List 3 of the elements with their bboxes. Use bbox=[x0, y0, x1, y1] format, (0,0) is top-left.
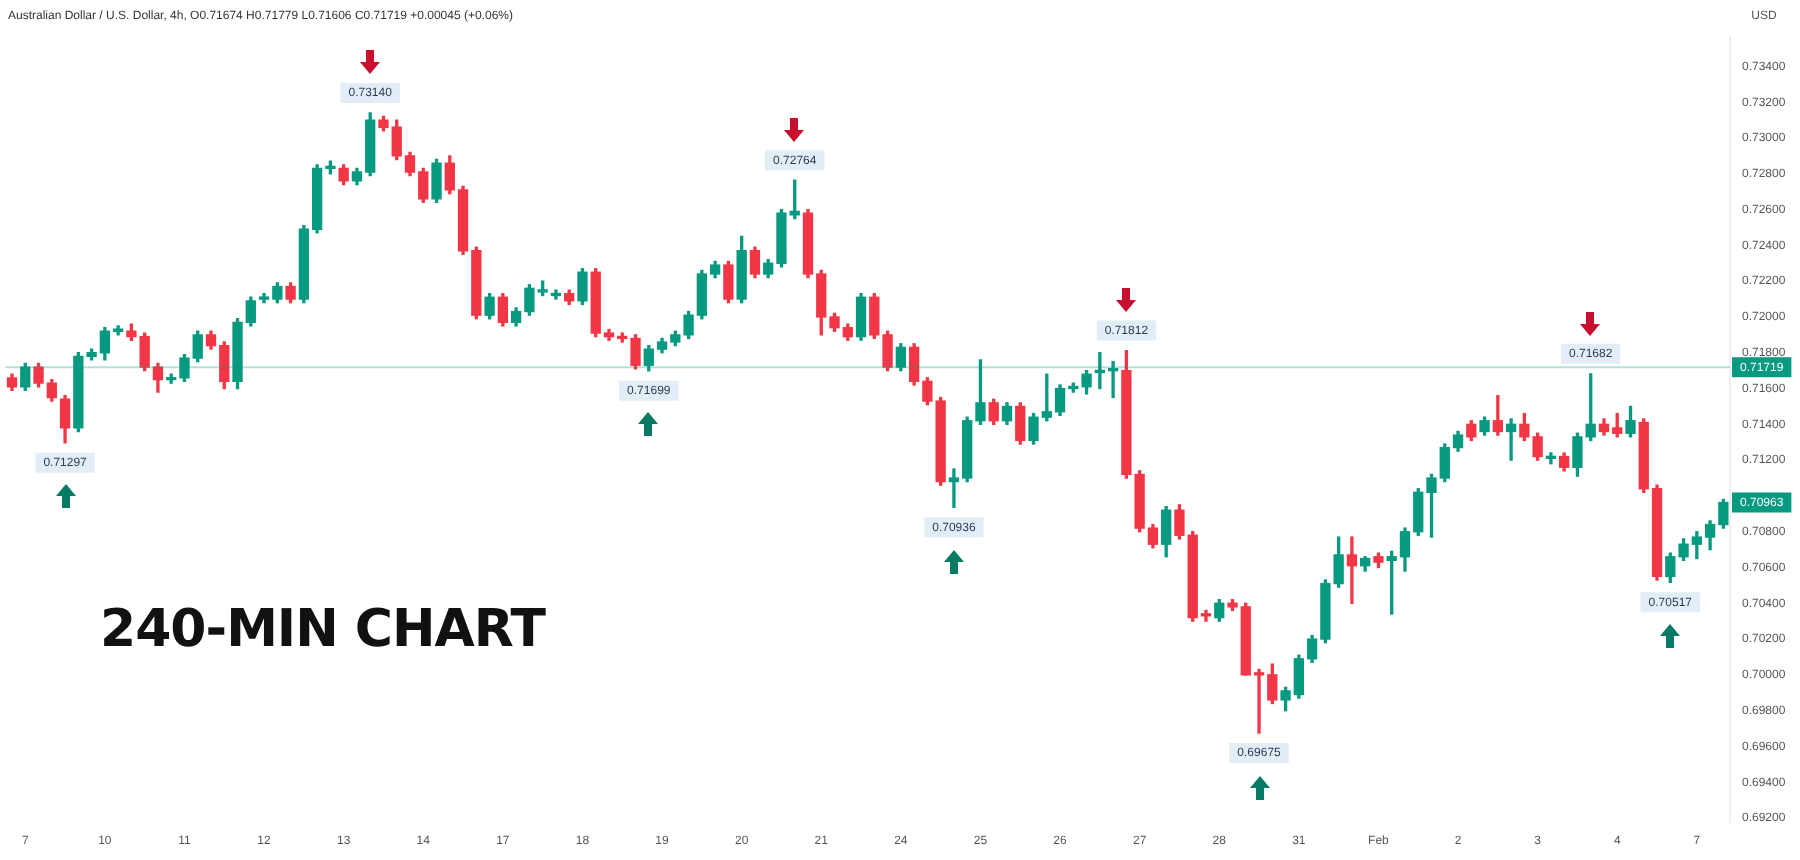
candlestick bbox=[1346, 536, 1358, 604]
candlestick bbox=[1505, 418, 1517, 461]
text: 240-MIN CHART bbox=[100, 600, 545, 660]
